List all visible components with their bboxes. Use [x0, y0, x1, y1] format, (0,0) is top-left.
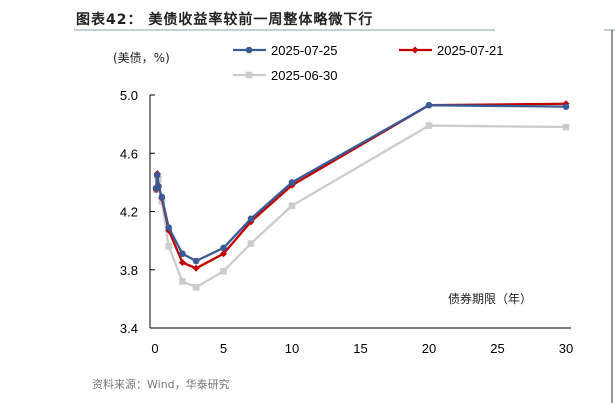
x-tick-label: 5 [220, 341, 227, 356]
data-point [425, 122, 433, 129]
y-tick-label: 3.4 [120, 321, 138, 336]
x-tick-label: 25 [490, 341, 504, 356]
legend-marker [245, 71, 253, 79]
data-point [192, 264, 200, 272]
adjacent-panel-divider [604, 29, 615, 31]
data-point [153, 171, 161, 179]
y-tick-label: 4.2 [120, 205, 138, 220]
legend-marker [411, 46, 419, 54]
data-point [179, 250, 186, 258]
data-point [155, 183, 162, 191]
chart-title: 图表42： 美债收益率较前一周整体略微下行 [76, 12, 374, 28]
data-point [220, 267, 227, 275]
data-point [192, 283, 200, 291]
data-point [220, 244, 227, 252]
x-tick-label: 30 [559, 341, 573, 356]
data-point [165, 243, 172, 250]
data-point [178, 258, 186, 266]
x-axis-label: 债券期限（年） [448, 291, 532, 306]
data-point [192, 257, 200, 265]
data-point [288, 179, 296, 186]
data-point [179, 278, 186, 285]
data-point [288, 202, 296, 209]
source-note: 资料来源：Wind，华泰研究 [92, 378, 230, 391]
legend-label: 2025-06-30 [271, 68, 338, 83]
series-line [154, 102, 567, 270]
legend-marker [245, 46, 253, 54]
x-tick-label: 15 [353, 341, 367, 356]
y-tick-label: 5.0 [120, 88, 138, 103]
y-tick-label: 3.8 [120, 263, 138, 278]
data-point [562, 123, 570, 131]
title-divider [74, 29, 495, 31]
x-tick-label: 0 [151, 341, 158, 356]
series-line [154, 104, 567, 263]
data-point [425, 101, 433, 109]
x-tick-label: 10 [285, 341, 299, 356]
legend-label: 2025-07-21 [437, 43, 504, 58]
series-line [154, 124, 567, 289]
legend-label: 2025-07-25 [271, 43, 338, 58]
y-axis-label: (美债，%) [113, 51, 170, 65]
data-point [247, 215, 255, 223]
x-tick-label: 20 [422, 341, 436, 356]
data-point [562, 103, 570, 110]
y-tick-label: 4.6 [120, 146, 138, 161]
data-point [220, 250, 227, 258]
data-point [165, 224, 172, 231]
data-point [247, 240, 255, 247]
data-point [158, 193, 166, 201]
